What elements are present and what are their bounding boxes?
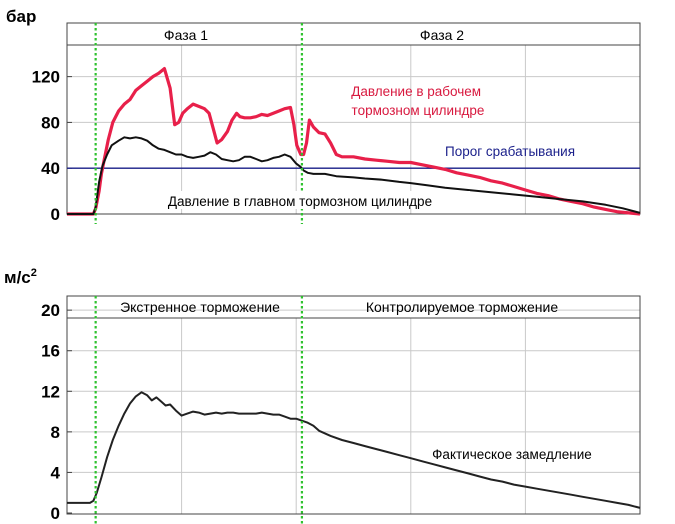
deceleration-plot-frame: [66, 295, 641, 515]
y-tick-label: 16: [41, 342, 60, 361]
phase-2-label: Фаза 2: [420, 27, 464, 43]
master-cylinder-label: Давление в главном тормозном цилиндре: [168, 194, 432, 209]
phase-1-label: Фаза 1: [164, 27, 208, 43]
emergency-braking-label: Экстренное торможение: [120, 299, 280, 315]
y-tick-label: 0: [51, 205, 60, 224]
deceleration-y-ticks: 0 4 8 12 16 20: [41, 301, 72, 523]
slave-cylinder-label: Давление в рабочем тормозном цилиндре: [351, 84, 485, 118]
actual-deceleration-label: Фактическое замедление: [432, 447, 592, 462]
threshold-label: Порог срабатывания: [445, 144, 575, 159]
controlled-braking-label: Контролируемое торможение: [366, 299, 558, 315]
pressure-unit-label: бар: [6, 7, 36, 26]
deceleration-unit-superscript: 2: [31, 267, 37, 279]
y-tick-label: 0: [51, 504, 60, 523]
slave-cylinder-label-line-2: тормозном цилиндре: [352, 103, 485, 118]
actual-deceleration-line: [67, 391, 641, 509]
master-cylinder-label-bg: [132, 191, 470, 209]
deceleration-chart: м/с2 Экстренное торможение Контролируемо…: [4, 267, 641, 524]
pressure-phase-boundaries: [94, 23, 304, 224]
slave-cylinder-pressure-line: [67, 66, 641, 216]
y-tick-label: 120: [32, 68, 60, 87]
pressure-y-ticks: 0 40 80 120: [32, 68, 72, 224]
y-tick-label: 12: [41, 382, 60, 401]
y-tick-label: 4: [51, 463, 61, 482]
master-cylinder-pressure-line: [67, 136, 641, 215]
y-tick-label: 80: [41, 113, 60, 132]
y-tick-label: 8: [51, 423, 60, 442]
deceleration-grid: [67, 309, 640, 514]
deceleration-phase-boundaries: [94, 296, 304, 524]
pressure-plot-frame: [66, 22, 641, 215]
y-tick-label: 40: [41, 159, 60, 178]
deceleration-unit-label: м/с2: [4, 267, 37, 287]
deceleration-unit-main: м/с: [4, 268, 31, 287]
pressure-grid: [67, 45, 640, 214]
slave-cylinder-label-line-1: Давление в рабочем: [351, 84, 481, 99]
y-tick-label: 20: [41, 301, 60, 320]
pressure-chart: бар Фаза 1 Фаза 2 0 40 80 120 Давление в ра…: [6, 7, 641, 224]
